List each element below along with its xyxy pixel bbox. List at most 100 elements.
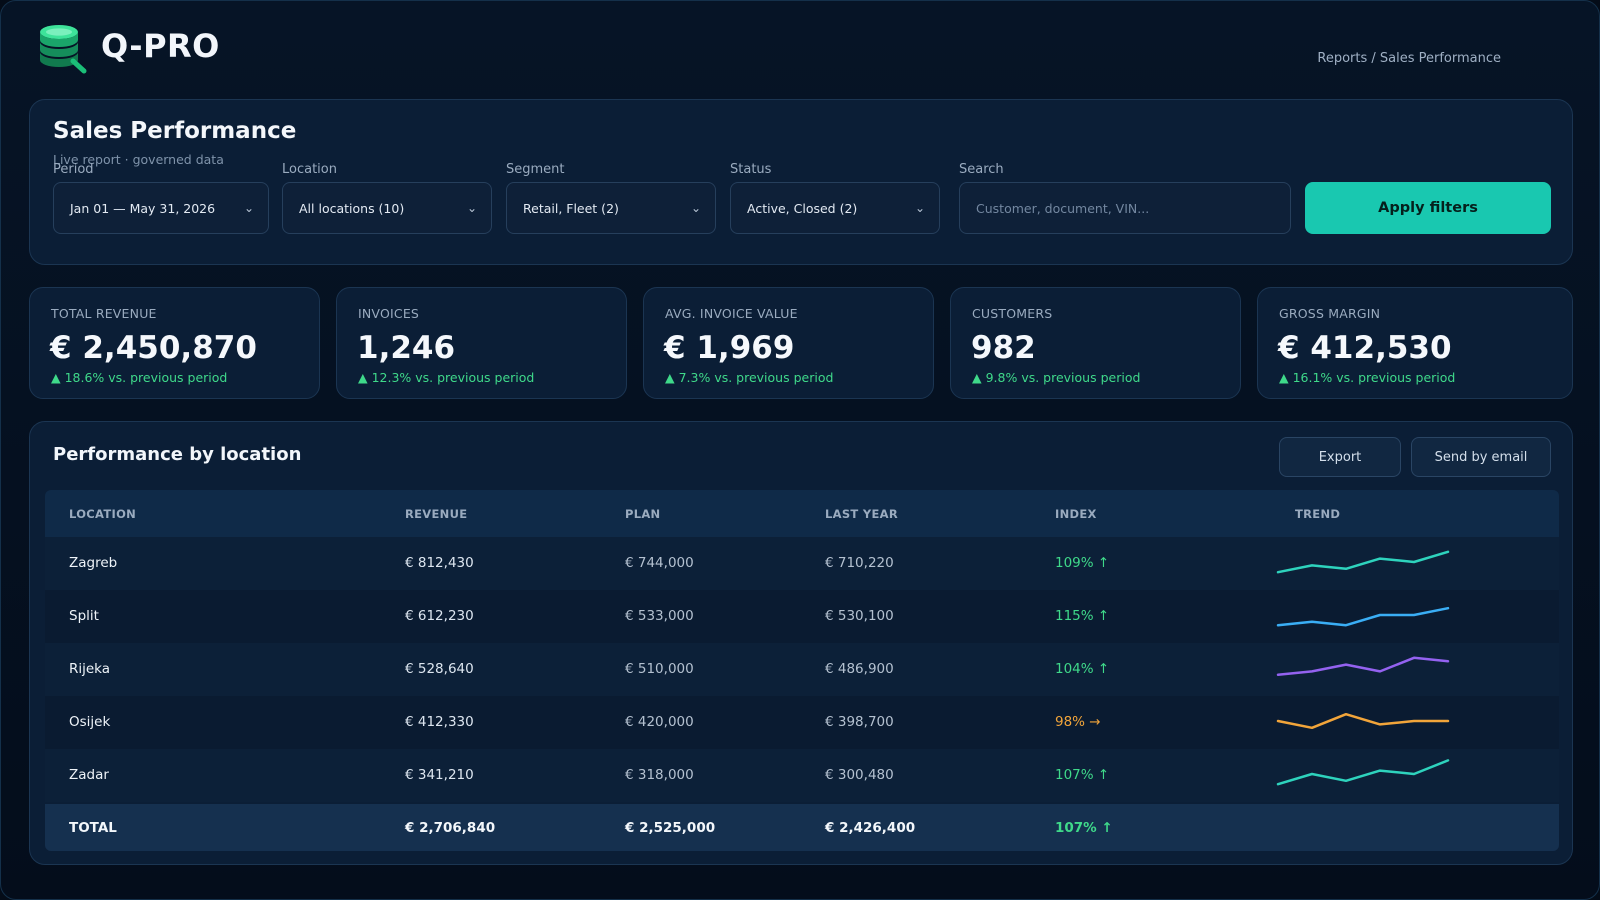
total-label: TOTAL	[69, 820, 117, 836]
kpi-value: 982	[971, 330, 1036, 366]
cell-location: Zadar	[69, 767, 109, 783]
chevron-down-icon: ⌄	[466, 201, 477, 215]
period-select[interactable]: Jan 01 — May 31, 2026 ⌄	[53, 182, 269, 234]
status-select[interactable]: Active, Closed (2) ⌄	[730, 182, 940, 234]
trend-line	[1276, 550, 1450, 574]
kpi-delta: ▲ 12.3% vs. previous period	[358, 370, 535, 385]
table-total-row: TOTAL € 2,706,840 € 2,525,000 € 2,426,40…	[45, 804, 1559, 851]
kpi-label: GROSS MARGIN	[1279, 306, 1381, 321]
cell-index: 104% ↑	[1055, 661, 1110, 677]
column-header-revenue[interactable]: REVENUE	[405, 507, 468, 521]
cell-index: 109% ↑	[1055, 555, 1110, 571]
cell-revenue: € 341,210	[405, 767, 474, 783]
total-index: 107% ↑	[1055, 820, 1113, 836]
cell-plan: € 744,000	[625, 555, 694, 571]
table-row[interactable]: Osijek € 412,330 € 420,000 € 398,700 98%…	[45, 696, 1559, 749]
column-header-index[interactable]: INDEX	[1055, 507, 1097, 521]
cell-plan: € 510,000	[625, 661, 694, 677]
kpi-card-invoices: INVOICES 1,246 ▲ 12.3% vs. previous peri…	[336, 287, 627, 399]
chevron-down-icon: ⌄	[914, 201, 925, 215]
kpi-card-avg-invoice: AVG. INVOICE VALUE € 1,969 ▲ 7.3% vs. pr…	[643, 287, 934, 399]
trend-sparkline	[1276, 759, 1450, 786]
period-value: Jan 01 — May 31, 2026	[70, 200, 216, 216]
segment-select[interactable]: Retail, Fleet (2) ⌄	[506, 182, 716, 234]
trend-line	[1276, 759, 1450, 786]
total-last-year: € 2,426,400	[825, 820, 916, 836]
page-subtitle: Live report · governed data	[53, 152, 224, 167]
kpi-value: 1,246	[357, 330, 456, 366]
table-row[interactable]: Zagreb € 812,430 € 744,000 € 710,220 109…	[45, 537, 1559, 590]
status-label: Status	[730, 162, 772, 177]
kpi-card-total-revenue: TOTAL REVENUE € 2,450,870 ▲ 18.6% vs. pr…	[29, 287, 320, 399]
total-plan: € 2,525,000	[625, 820, 716, 836]
send-email-button[interactable]: Send by email	[1411, 437, 1551, 477]
performance-panel: Performance by location Export Send by e…	[29, 421, 1573, 865]
table-row[interactable]: Zadar € 341,210 € 318,000 € 300,480 107%…	[45, 749, 1559, 802]
total-revenue: € 2,706,840	[405, 820, 496, 836]
cell-location: Zagreb	[69, 555, 118, 571]
cell-revenue: € 528,640	[405, 661, 474, 677]
trend-line	[1276, 656, 1450, 677]
chevron-down-icon: ⌄	[243, 201, 254, 215]
kpi-value: € 2,450,870	[50, 330, 257, 366]
cell-index: 107% ↑	[1055, 767, 1110, 783]
database-search-icon	[40, 25, 87, 74]
cell-revenue: € 412,330	[405, 714, 474, 730]
location-value: All locations (10)	[299, 200, 405, 216]
filters-panel: Sales Performance Live report · governed…	[29, 99, 1573, 265]
segment-value: Retail, Fleet (2)	[523, 200, 619, 216]
table-header: LOCATION REVENUE PLAN LAST YEAR INDEX TR…	[45, 490, 1559, 537]
kpi-card-gross-margin: GROSS MARGIN € 412,530 ▲ 16.1% vs. previ…	[1257, 287, 1573, 399]
kpi-label: CUSTOMERS	[972, 306, 1053, 321]
trend-sparkline	[1276, 550, 1450, 574]
chevron-down-icon: ⌄	[690, 201, 701, 215]
section-title: Performance by location	[53, 444, 302, 465]
trend-sparkline	[1276, 606, 1450, 627]
export-button[interactable]: Export	[1279, 437, 1401, 477]
cell-index: 98% →	[1055, 714, 1101, 730]
performance-table: LOCATION REVENUE PLAN LAST YEAR INDEX TR…	[45, 490, 1559, 851]
kpi-label: TOTAL REVENUE	[51, 306, 157, 321]
cell-plan: € 533,000	[625, 608, 694, 624]
cell-plan: € 318,000	[625, 767, 694, 783]
apply-filters-button[interactable]: Apply filters	[1305, 182, 1551, 234]
kpi-label: AVG. INVOICE VALUE	[665, 306, 798, 321]
search-input[interactable]	[959, 182, 1291, 234]
column-header-location[interactable]: LOCATION	[69, 507, 137, 521]
trend-line	[1276, 606, 1450, 627]
kpi-delta: ▲ 7.3% vs. previous period	[665, 370, 834, 385]
breadcrumb[interactable]: Reports / Sales Performance	[1317, 51, 1501, 66]
kpi-value: € 1,969	[664, 330, 795, 366]
cell-last-year: € 530,100	[825, 608, 894, 624]
kpi-value: € 412,530	[1278, 330, 1452, 366]
trend-sparkline	[1276, 656, 1450, 677]
cell-last-year: € 398,700	[825, 714, 894, 730]
cell-index: 115% ↑	[1055, 608, 1110, 624]
location-select[interactable]: All locations (10) ⌄	[282, 182, 492, 234]
table-row[interactable]: Rijeka € 528,640 € 510,000 € 486,900 104…	[45, 643, 1559, 696]
period-label: Period	[53, 162, 94, 177]
cell-last-year: € 486,900	[825, 661, 894, 677]
kpi-card-customers: CUSTOMERS 982 ▲ 9.8% vs. previous period	[950, 287, 1241, 399]
location-label: Location	[282, 162, 337, 177]
status-value: Active, Closed (2)	[747, 200, 858, 216]
search-label: Search	[959, 162, 1004, 177]
column-header-plan[interactable]: PLAN	[625, 507, 661, 521]
table-row[interactable]: Split € 612,230 € 533,000 € 530,100 115%…	[45, 590, 1559, 643]
cell-last-year: € 300,480	[825, 767, 894, 783]
brand-name: Q-PRO	[101, 27, 220, 65]
cell-plan: € 420,000	[625, 714, 694, 730]
cell-last-year: € 710,220	[825, 555, 894, 571]
cell-location: Split	[69, 608, 99, 624]
kpi-delta: ▲ 18.6% vs. previous period	[51, 370, 228, 385]
cell-revenue: € 612,230	[405, 608, 474, 624]
cell-location: Osijek	[69, 714, 111, 730]
cell-revenue: € 812,430	[405, 555, 474, 571]
cell-location: Rijeka	[69, 661, 111, 677]
kpi-delta: ▲ 9.8% vs. previous period	[972, 370, 1141, 385]
column-header-trend: TREND	[1295, 507, 1341, 521]
segment-label: Segment	[506, 162, 565, 177]
kpi-delta: ▲ 16.1% vs. previous period	[1279, 370, 1456, 385]
column-header-last-year[interactable]: LAST YEAR	[825, 507, 898, 521]
